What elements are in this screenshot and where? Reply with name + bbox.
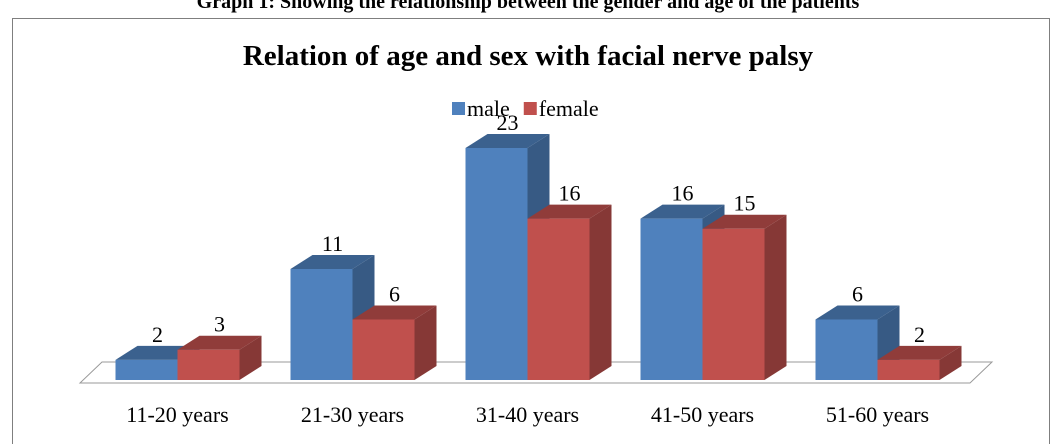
bar-face xyxy=(177,335,262,350)
bar xyxy=(702,214,787,380)
legend-swatch xyxy=(523,102,537,115)
bar xyxy=(877,345,962,380)
bar xyxy=(177,335,262,380)
bar-face xyxy=(239,335,262,380)
data-label: 23 xyxy=(497,110,519,135)
legend-label: female xyxy=(539,96,599,121)
bar-face xyxy=(290,255,375,270)
bar-face xyxy=(465,134,550,148)
bar-face xyxy=(640,204,725,219)
data-label: 2 xyxy=(152,322,163,347)
bar-face xyxy=(877,359,940,380)
legend-label: male xyxy=(467,96,510,121)
data-label: 2 xyxy=(914,322,925,347)
bar-face xyxy=(465,148,528,380)
bar-face xyxy=(177,349,240,380)
data-label: 11 xyxy=(322,231,343,256)
data-label: 3 xyxy=(214,312,225,337)
chart-title: Relation of age and sex with facial nerv… xyxy=(243,40,814,72)
bar-face xyxy=(702,228,765,380)
data-label: 6 xyxy=(389,281,400,306)
bar-face xyxy=(290,269,353,380)
bar-face xyxy=(115,359,178,380)
bar-face xyxy=(352,319,415,380)
bar-face xyxy=(414,305,437,380)
x-tick-label: 51-60 years xyxy=(826,402,929,427)
caption: Graph 1: Showing the relationship betwee… xyxy=(197,0,860,13)
bar-face xyxy=(527,204,612,219)
x-tick-label: 21-30 years xyxy=(301,402,404,427)
bar-face xyxy=(939,345,962,380)
data-label: 16 xyxy=(672,181,694,206)
x-tick-label: 31-40 years xyxy=(476,402,579,427)
x-tick-label: 11-20 years xyxy=(126,402,228,427)
bar xyxy=(352,305,437,380)
data-label: 16 xyxy=(559,181,581,206)
bar-face xyxy=(589,204,612,380)
bar-face xyxy=(877,345,962,360)
data-label: 6 xyxy=(852,281,863,306)
bar-face xyxy=(764,214,787,380)
bar-face xyxy=(815,319,878,380)
legend-swatch xyxy=(452,102,465,115)
x-tick-label: 41-50 years xyxy=(651,402,754,427)
data-label: 15 xyxy=(734,191,756,216)
bar-face xyxy=(352,305,437,320)
bar-face xyxy=(640,218,703,380)
bar-face xyxy=(527,218,590,380)
chart-border xyxy=(12,18,1050,444)
bar-face xyxy=(815,305,900,320)
bar-face xyxy=(702,214,787,229)
bar xyxy=(527,204,612,380)
